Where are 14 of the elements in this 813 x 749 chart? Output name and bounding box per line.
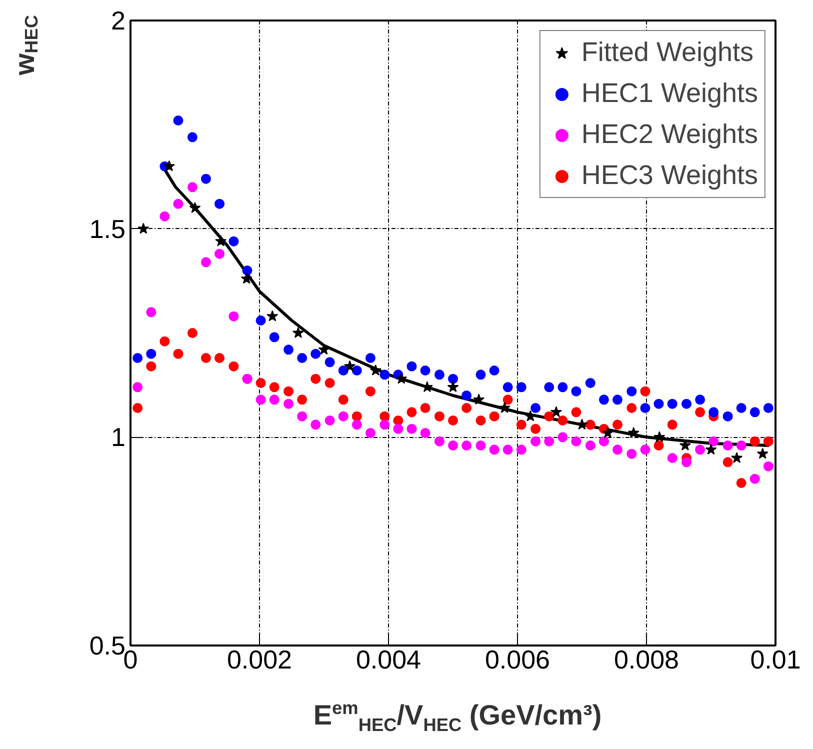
x-axis-title: E$^{em}$$_{HEC}$/V$_{HEC}$ (GeV/cm³) [312, 697, 603, 737]
x-tick-label: 0 [123, 644, 138, 674]
legend-label: HEC2 Weights [581, 119, 758, 150]
y-tick-label: 1 [111, 422, 126, 452]
x-tick-label: 0.002 [226, 644, 292, 674]
y-tick-label: 1.5 [89, 214, 126, 244]
x-tick-label: 0.004 [356, 644, 422, 674]
legend-label: Fitted Weights [581, 37, 754, 68]
legend-label: HEC1 Weights [581, 78, 758, 109]
legend-label: HEC3 Weights [581, 160, 758, 191]
x-tick-label: 0.006 [484, 644, 550, 674]
x-tick-label: 0.008 [614, 644, 680, 674]
x-tick-label: 0.01 [750, 644, 801, 674]
y-tick-label: 2 [111, 6, 126, 36]
